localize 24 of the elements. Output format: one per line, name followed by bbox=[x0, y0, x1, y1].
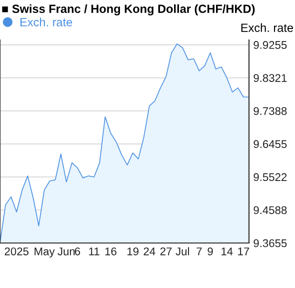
x-tick-label: 17 bbox=[238, 248, 250, 256]
x-tick-label: May bbox=[34, 248, 55, 258]
x-tick-label: 6 bbox=[74, 247, 80, 256]
y-tick-label: 9.4588 bbox=[254, 206, 287, 214]
y-tick-label: 9.3655 bbox=[254, 239, 287, 248]
y-tick-label: 9.8321 bbox=[254, 74, 287, 82]
y-axis-title: Exch. rate bbox=[241, 23, 294, 32]
x-tick-label: 14 bbox=[222, 248, 233, 256]
chart-title: ■ Swiss Franc / Hong Kong Dollar (CHF/HKD) bbox=[2, 4, 255, 16]
y-tick-label: 9.9255 bbox=[254, 41, 287, 49]
x-tick-label: 2025 bbox=[4, 247, 28, 256]
x-tick-label: 16 bbox=[105, 247, 116, 256]
y-tick-label: 9.7388 bbox=[254, 107, 287, 115]
y-tick-label: 9.6455 bbox=[254, 140, 287, 148]
x-tick-label: Jul bbox=[176, 247, 189, 256]
x-tick-label: 27 bbox=[160, 247, 172, 256]
x-tick-label: 19 bbox=[127, 247, 138, 256]
y-tick-label: 9.5522 bbox=[254, 173, 287, 182]
x-tick-label: 7 bbox=[196, 248, 202, 256]
legend-label: Exch. rate bbox=[20, 18, 72, 26]
x-tick-label: Jun bbox=[58, 248, 75, 256]
x-tick-label: 24 bbox=[144, 247, 156, 256]
x-tick-label: 11 bbox=[89, 248, 100, 256]
x-tick-label: 9 bbox=[208, 247, 213, 256]
